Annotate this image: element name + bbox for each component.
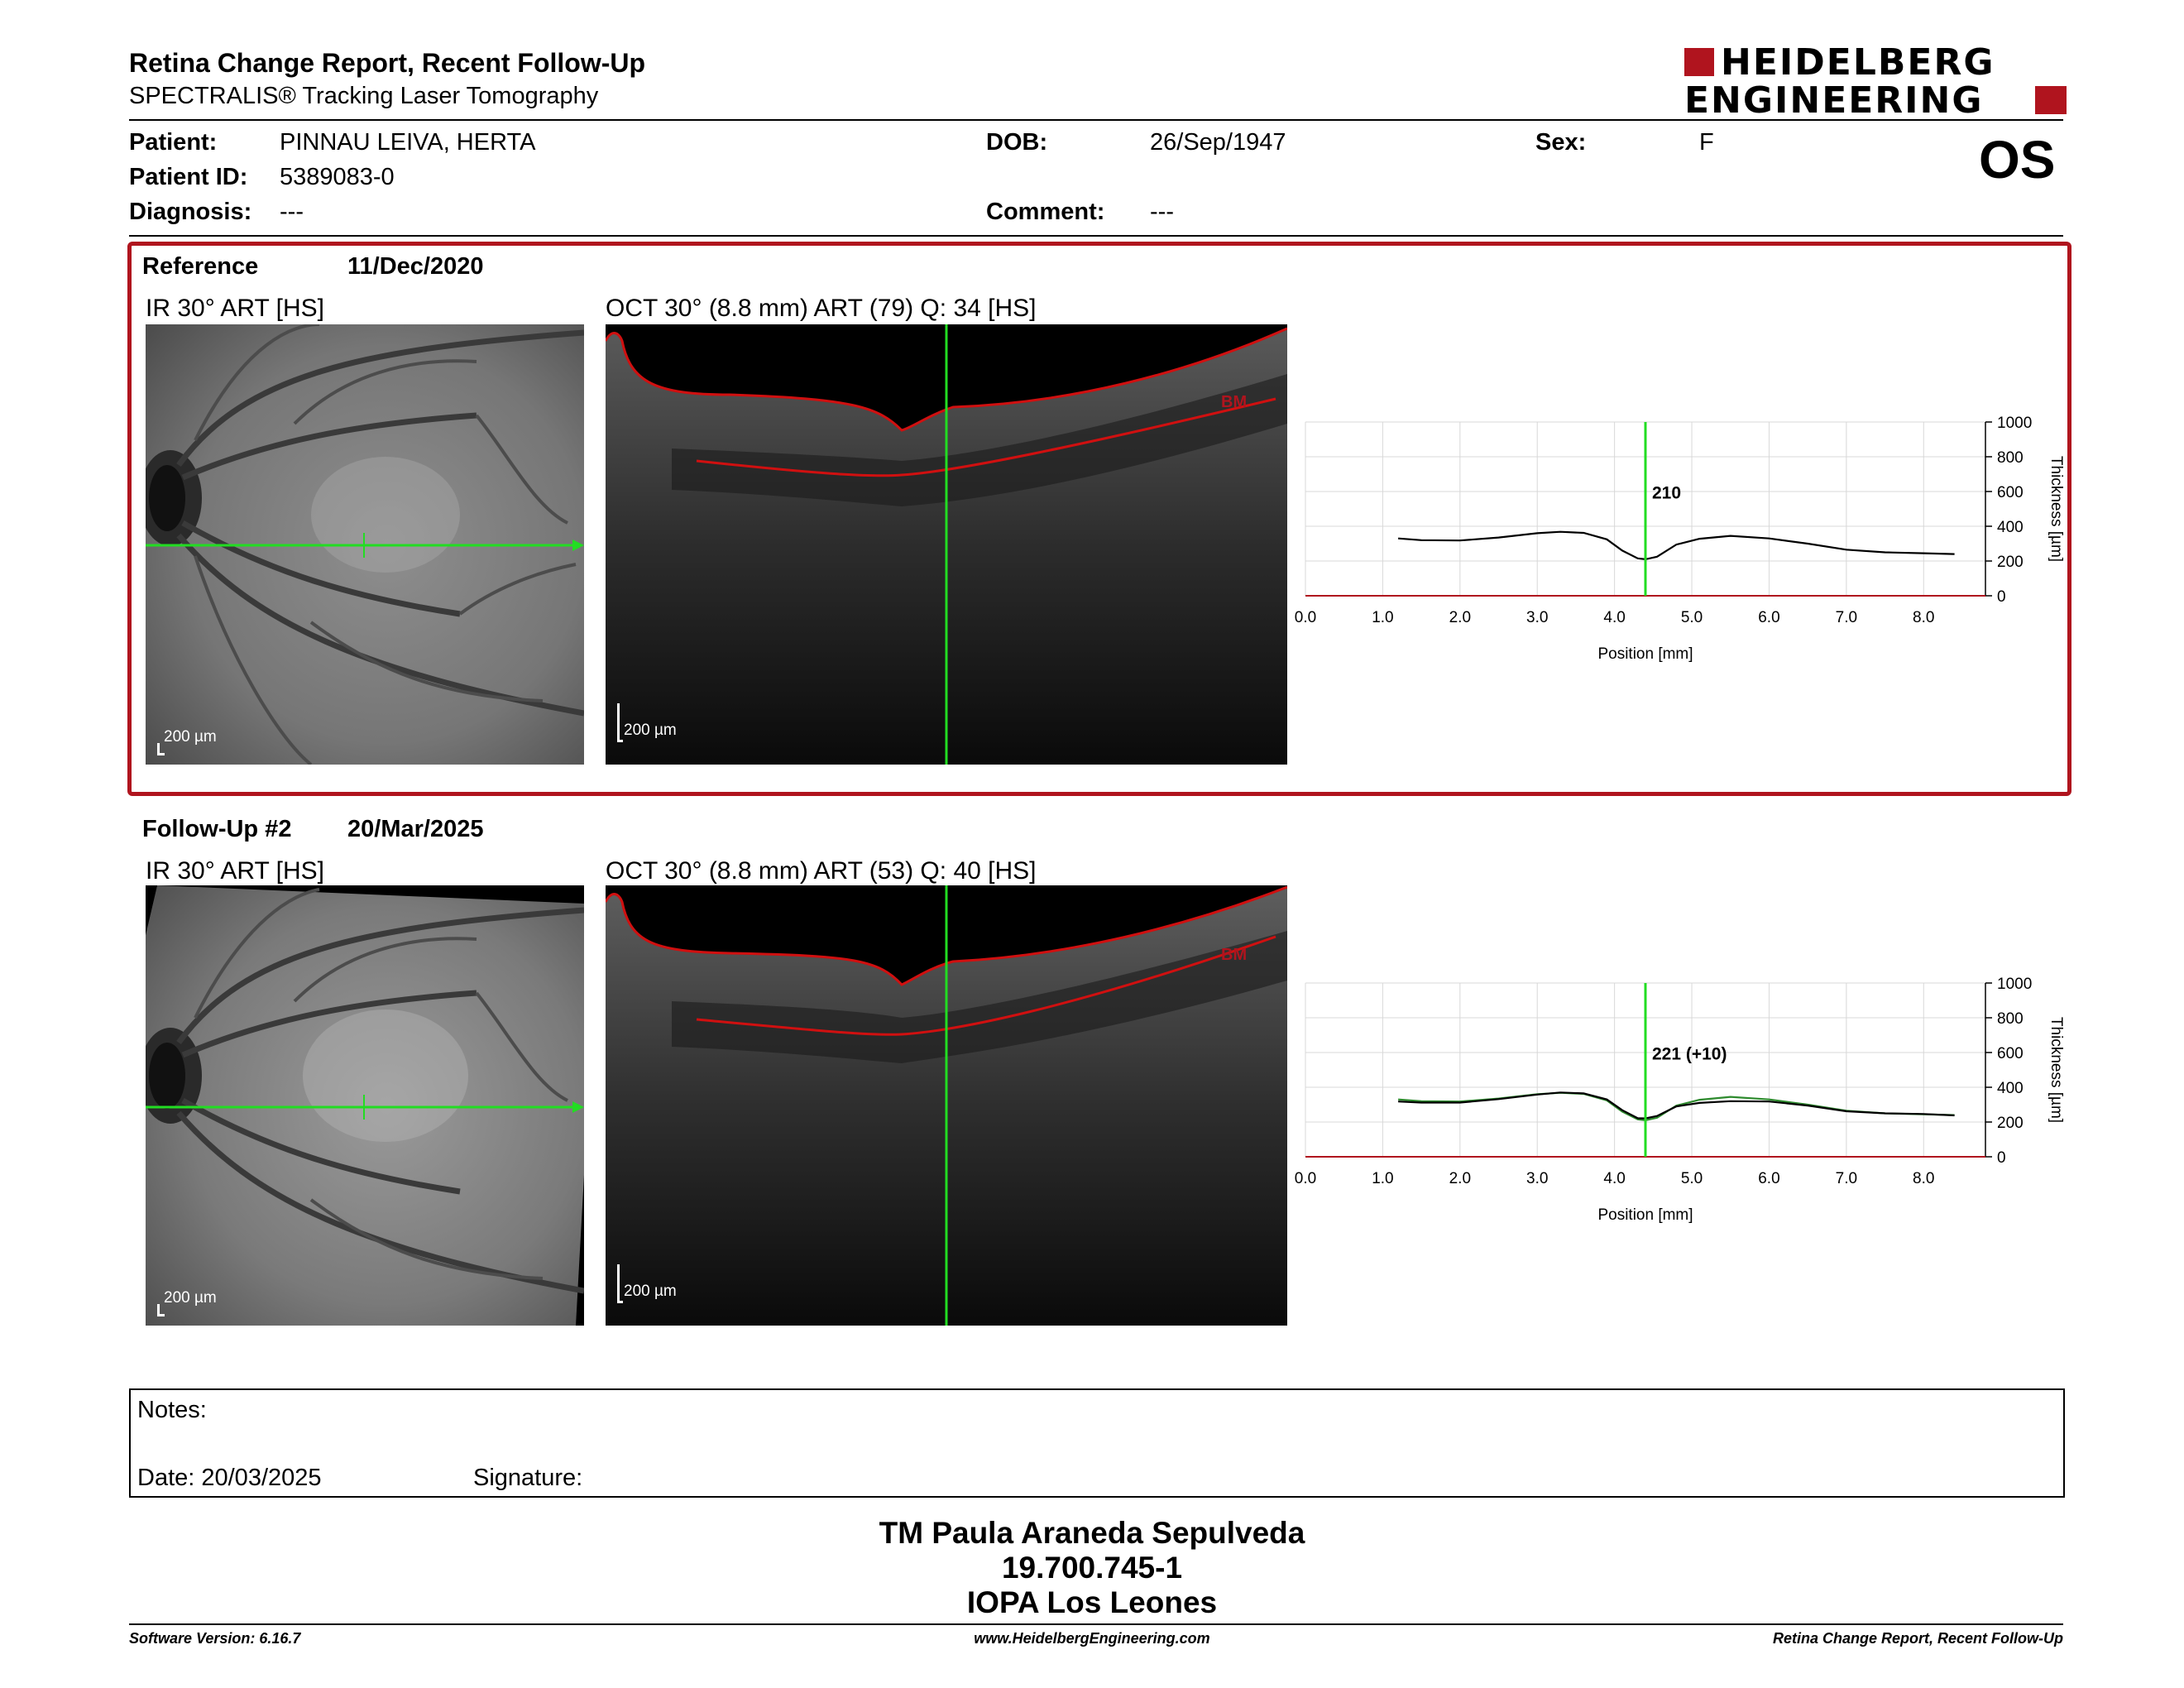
followup-oct-label: OCT 30° (8.8 mm) ART (53) Q: 40 [HS]: [606, 857, 1037, 885]
followup-oct-graphic: BM: [606, 885, 1287, 1326]
x-tick-label: 0.0: [1295, 609, 1316, 626]
y-tick-label: 400: [1997, 519, 2024, 536]
reference-oct-label: OCT 30° (8.8 mm) ART (79) Q: 34 [HS]: [606, 295, 1037, 322]
y-axis-title: Thickness [µm]: [2048, 456, 2065, 562]
sex-label: Sex:: [1535, 129, 1587, 156]
software-version: Software Version: 6.16.7: [129, 1630, 301, 1647]
reference-label: Reference: [142, 253, 259, 280]
footer-divider: [129, 1623, 2063, 1625]
x-tick-label: 4.0: [1603, 609, 1625, 626]
y-tick-label: 600: [1997, 484, 2024, 501]
followup-bm-label: BM: [1221, 946, 1247, 964]
eye-indicator: OS: [1979, 130, 2056, 189]
signer-name: TM Paula Araneda Sepulveda: [879, 1516, 1305, 1550]
patient-divider: [129, 235, 2063, 237]
dob-label: DOB:: [986, 129, 1048, 156]
y-axis-title: Thickness [µm]: [2048, 1017, 2065, 1123]
sex-value: F: [1699, 129, 1714, 156]
followup-label: Follow-Up #2: [142, 816, 292, 842]
comment-value: ---: [1150, 199, 1174, 225]
marker-thickness-label: 221 (+10): [1652, 1044, 1727, 1063]
logo-block-bottom: [2035, 86, 2067, 114]
y-tick-label: 200: [1997, 554, 2024, 571]
y-tick-label: 800: [1997, 449, 2024, 467]
signature-label[interactable]: Signature:: [473, 1465, 583, 1491]
x-tick-label: 2.0: [1449, 609, 1471, 626]
scale-label: 200 µm: [624, 722, 677, 739]
x-tick-label: 8.0: [1913, 609, 1934, 626]
header-divider: [129, 119, 2063, 121]
reference-thickness-chart: 0.0 1.0 2.0 3.0 4.0 5.0 6.0 7.0 8.0 0 200 400 600 800…: [1295, 415, 2065, 663]
reference-ir-image[interactable]: 200 µm: [146, 324, 584, 765]
reference-date: 11/Dec/2020: [347, 253, 484, 280]
reference-oct-image[interactable]: BM 200 µm: [606, 324, 1287, 765]
reference-oct-graphic: BM: [606, 324, 1287, 765]
y-tick-label: 200: [1997, 1115, 2024, 1132]
x-axis-title: Position [mm]: [1597, 1206, 1693, 1224]
patient-id: 5389083-0: [280, 164, 395, 190]
patient-label: Patient:: [129, 129, 218, 156]
x-tick-label: 7.0: [1836, 1170, 1857, 1187]
x-tick-label: 1.0: [1372, 1170, 1393, 1187]
notes-box[interactable]: Notes: Date: 20/03/2025 Signature:: [129, 1388, 2065, 1498]
followup-thickness-chart: 0.0 1.0 2.0 3.0 4.0 5.0 6.0 7.0 8.0 0 200 400 600 800…: [1295, 976, 2065, 1224]
website-link[interactable]: www.HeidelbergEngineering.com: [974, 1630, 1210, 1647]
x-axis-title: Position [mm]: [1597, 645, 1693, 663]
scale-label: 200 µm: [164, 728, 217, 746]
x-tick-label: 0.0: [1295, 1170, 1316, 1187]
signer-id: 19.700.745-1: [1001, 1551, 1183, 1585]
reference-ir-label: IR 30° ART [HS]: [146, 295, 324, 322]
reference-bm-label: BM: [1221, 393, 1247, 411]
notes-label: Notes:: [137, 1397, 207, 1423]
patient-name: PINNAU LEIVA, HERTA: [280, 129, 536, 156]
reference-fundus-graphic: [146, 324, 584, 765]
scale-label: 200 µm: [624, 1283, 677, 1300]
x-tick-label: 3.0: [1526, 1170, 1548, 1187]
scale-bar: [617, 703, 623, 742]
y-tick-label: 0: [1997, 1149, 2006, 1167]
y-tick-label: 1000: [1997, 976, 2032, 993]
scale-bar: [157, 743, 165, 755]
x-tick-label: 6.0: [1758, 609, 1779, 626]
comment-label: Comment:: [986, 199, 1105, 225]
y-tick-label: 1000: [1997, 415, 2032, 432]
report-title: Retina Change Report, Recent Follow-Up: [129, 48, 646, 78]
thickness-series-line: [1398, 530, 1955, 561]
patient-id-label: Patient ID:: [129, 164, 248, 190]
y-tick-label: 400: [1997, 1080, 2024, 1097]
x-tick-label: 8.0: [1913, 1170, 1934, 1187]
scale-bar: [617, 1264, 623, 1303]
x-tick-label: 3.0: [1526, 609, 1548, 626]
diagnosis-value: ---: [280, 199, 304, 225]
marker-thickness-label: 210: [1652, 483, 1681, 502]
heidelberg-logo: HEIDELBERG ENGINEERING: [1684, 41, 2067, 122]
y-tick-label: 600: [1997, 1045, 2024, 1062]
x-tick-label: 6.0: [1758, 1170, 1779, 1187]
scale-label: 200 µm: [164, 1289, 217, 1307]
x-tick-label: 5.0: [1681, 1170, 1703, 1187]
x-tick-label: 4.0: [1603, 1170, 1625, 1187]
logo-line2: ENGINEERING: [1684, 79, 1984, 122]
followup-ir-label: IR 30° ART [HS]: [146, 857, 324, 885]
logo-line1: HEIDELBERG: [1721, 41, 1995, 84]
scale-bar: [157, 1304, 165, 1316]
footer-report-name: Retina Change Report, Recent Follow-Up: [1772, 1630, 2063, 1647]
report-subtitle: SPECTRALIS® Tracking Laser Tomography: [129, 83, 599, 109]
followup-ir-image[interactable]: 200 µm: [146, 885, 584, 1326]
followup-oct-image[interactable]: BM 200 µm: [606, 885, 1287, 1326]
x-tick-label: 2.0: [1449, 1170, 1471, 1187]
notes-date: Date: 20/03/2025: [137, 1465, 322, 1491]
x-tick-label: 1.0: [1372, 609, 1393, 626]
logo-block-top: [1684, 48, 1714, 76]
signer-org: IOPA Los Leones: [966, 1585, 1218, 1619]
x-tick-label: 7.0: [1836, 609, 1857, 626]
diagnosis-label: Diagnosis:: [129, 199, 252, 225]
y-tick-label: 0: [1997, 588, 2006, 606]
reference-frame: [127, 242, 2071, 796]
followup-fundus-graphic: [146, 885, 584, 1326]
dob-value: 26/Sep/1947: [1150, 129, 1286, 156]
x-tick-label: 5.0: [1681, 609, 1703, 626]
y-tick-label: 800: [1997, 1010, 2024, 1028]
followup-date: 20/Mar/2025: [347, 816, 484, 842]
